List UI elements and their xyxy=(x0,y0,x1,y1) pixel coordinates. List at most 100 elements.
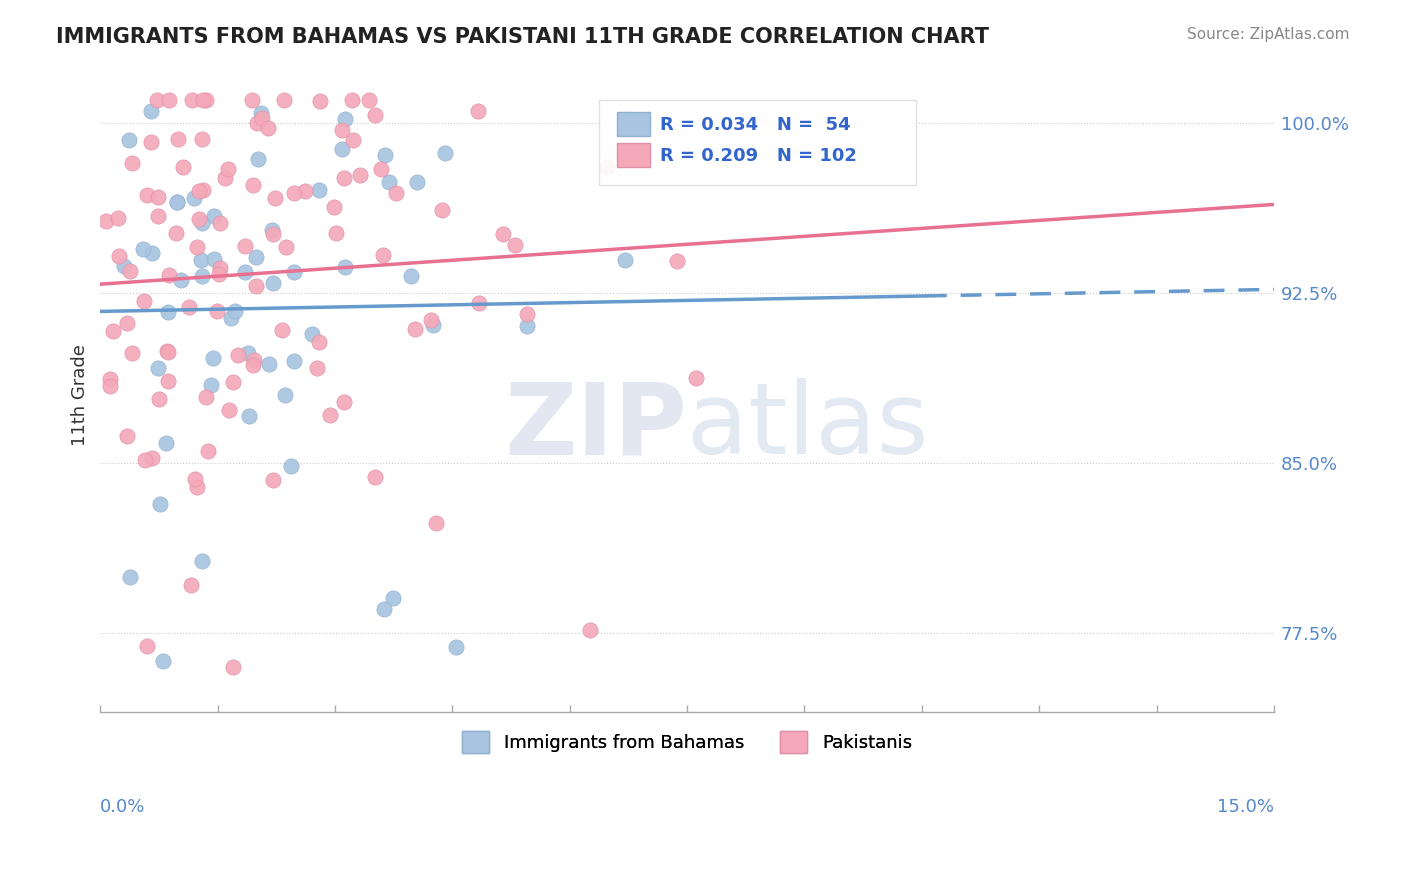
Point xyxy=(146,190,169,204)
Point xyxy=(214,171,236,186)
Point xyxy=(107,211,129,225)
FancyBboxPatch shape xyxy=(617,112,650,136)
Point xyxy=(167,132,190,146)
Point xyxy=(399,269,422,284)
Point xyxy=(579,623,602,637)
Point xyxy=(242,178,264,192)
Point xyxy=(233,239,256,253)
Point xyxy=(152,654,174,668)
Point xyxy=(359,93,381,107)
Point xyxy=(98,372,121,386)
Point xyxy=(117,429,139,443)
Point xyxy=(224,303,246,318)
Point xyxy=(218,403,240,417)
Point xyxy=(120,570,142,584)
Point xyxy=(405,176,427,190)
Point xyxy=(200,378,222,392)
Point xyxy=(264,191,287,205)
Point xyxy=(382,591,405,606)
Point xyxy=(148,392,170,406)
Point xyxy=(121,346,143,360)
Point xyxy=(155,436,177,450)
Point xyxy=(467,104,489,119)
Point xyxy=(280,458,302,473)
Point xyxy=(274,240,297,254)
Point xyxy=(283,265,305,279)
Point xyxy=(242,359,264,373)
Point xyxy=(262,277,284,291)
Point xyxy=(148,360,170,375)
Text: R = 0.209   N = 102: R = 0.209 N = 102 xyxy=(661,146,858,164)
Point xyxy=(274,388,297,402)
FancyBboxPatch shape xyxy=(599,100,915,186)
Point xyxy=(141,246,163,260)
Text: R = 0.034   N =  54: R = 0.034 N = 54 xyxy=(661,116,851,134)
Point xyxy=(257,357,280,371)
Point xyxy=(193,93,215,107)
Y-axis label: 11th Grade: 11th Grade xyxy=(72,344,89,446)
Point xyxy=(283,186,305,200)
Point xyxy=(156,374,179,388)
Point xyxy=(197,444,219,458)
Point xyxy=(373,602,395,616)
Point xyxy=(177,300,200,314)
Text: ZIP: ZIP xyxy=(505,378,688,475)
Point xyxy=(156,345,179,359)
Point xyxy=(323,200,346,214)
Point xyxy=(260,223,283,237)
Point xyxy=(666,253,689,268)
Point xyxy=(169,273,191,287)
Point xyxy=(191,132,214,146)
Point xyxy=(238,409,260,424)
Point xyxy=(233,265,256,279)
Point xyxy=(340,93,363,107)
Text: 15.0%: 15.0% xyxy=(1216,798,1274,816)
Point xyxy=(617,112,640,126)
Point xyxy=(319,409,342,423)
Point xyxy=(202,209,225,223)
Point xyxy=(156,343,179,358)
Point xyxy=(222,375,245,389)
Point xyxy=(434,145,457,160)
Point xyxy=(364,108,387,122)
Point xyxy=(191,183,214,197)
Point xyxy=(446,640,468,655)
Point xyxy=(132,293,155,308)
Text: Source: ZipAtlas.com: Source: ZipAtlas.com xyxy=(1187,27,1350,42)
Point xyxy=(378,175,401,189)
Point xyxy=(146,93,169,107)
Point xyxy=(333,170,356,185)
Point xyxy=(363,469,385,483)
Point xyxy=(308,183,330,197)
Point xyxy=(166,194,188,209)
Point xyxy=(98,379,121,393)
Point xyxy=(180,93,202,107)
Point xyxy=(222,659,245,673)
Point xyxy=(246,116,269,130)
Point xyxy=(191,553,214,567)
Point xyxy=(165,226,187,240)
Point xyxy=(335,112,357,127)
Point xyxy=(135,640,157,654)
Point xyxy=(349,168,371,182)
Point xyxy=(166,194,188,209)
Point xyxy=(134,453,156,467)
Text: IMMIGRANTS FROM BAHAMAS VS PAKISTANI 11TH GRADE CORRELATION CHART: IMMIGRANTS FROM BAHAMAS VS PAKISTANI 11T… xyxy=(56,27,990,46)
Point xyxy=(370,162,392,177)
Point xyxy=(685,371,707,385)
Point xyxy=(141,451,163,466)
Point xyxy=(205,303,228,318)
Point xyxy=(202,252,225,267)
Point xyxy=(194,93,217,107)
Point xyxy=(613,253,636,268)
Point xyxy=(191,268,214,283)
Point xyxy=(118,133,141,147)
Point xyxy=(262,473,284,487)
Point xyxy=(342,133,364,147)
Text: 0.0%: 0.0% xyxy=(100,798,146,816)
Point xyxy=(333,260,356,275)
Point xyxy=(240,93,263,107)
Point xyxy=(186,480,208,494)
Point xyxy=(94,214,117,228)
Point xyxy=(209,216,232,230)
